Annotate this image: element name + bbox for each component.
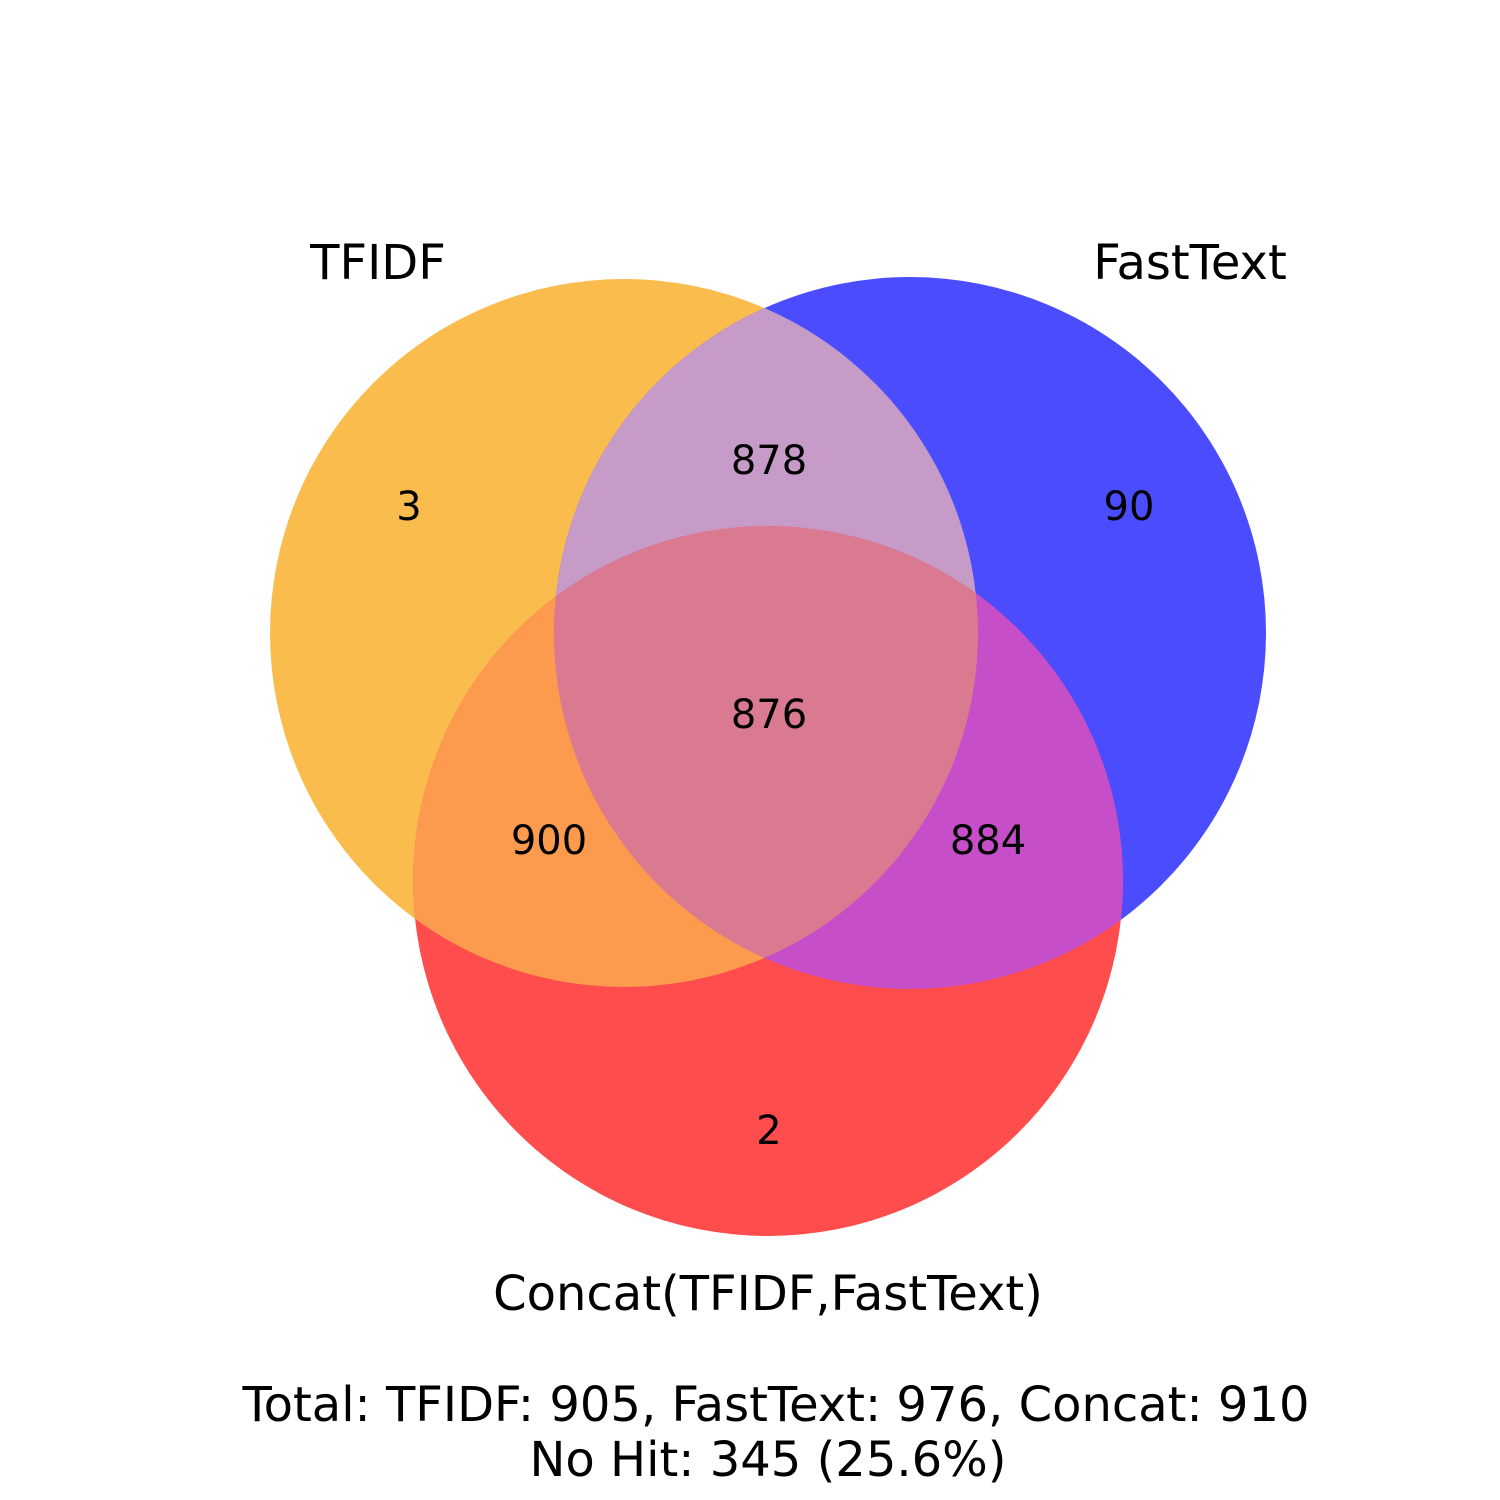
tfidf-fasttext-count: 878 bbox=[731, 438, 807, 484]
concat-set-label: Concat(TFIDF,FastText) bbox=[493, 1266, 1043, 1322]
fasttext-only-count: 90 bbox=[1104, 484, 1155, 530]
fasttext-concat-count: 884 bbox=[950, 818, 1026, 864]
all-three-overlap bbox=[554, 526, 978, 987]
tfidf-concat-count: 900 bbox=[511, 818, 587, 864]
tfidf-set-label: TFIDF bbox=[309, 235, 446, 291]
all-three-count: 876 bbox=[731, 692, 807, 738]
fasttext-set-label: FastText bbox=[1093, 235, 1287, 291]
concat-only-count: 2 bbox=[756, 1108, 781, 1154]
tfidf-only-count: 3 bbox=[396, 484, 421, 530]
totals-summary: Total: TFIDF: 905, FastText: 976, Concat… bbox=[241, 1377, 1309, 1433]
no-hit-summary: No Hit: 345 (25.6%) bbox=[529, 1432, 1006, 1488]
